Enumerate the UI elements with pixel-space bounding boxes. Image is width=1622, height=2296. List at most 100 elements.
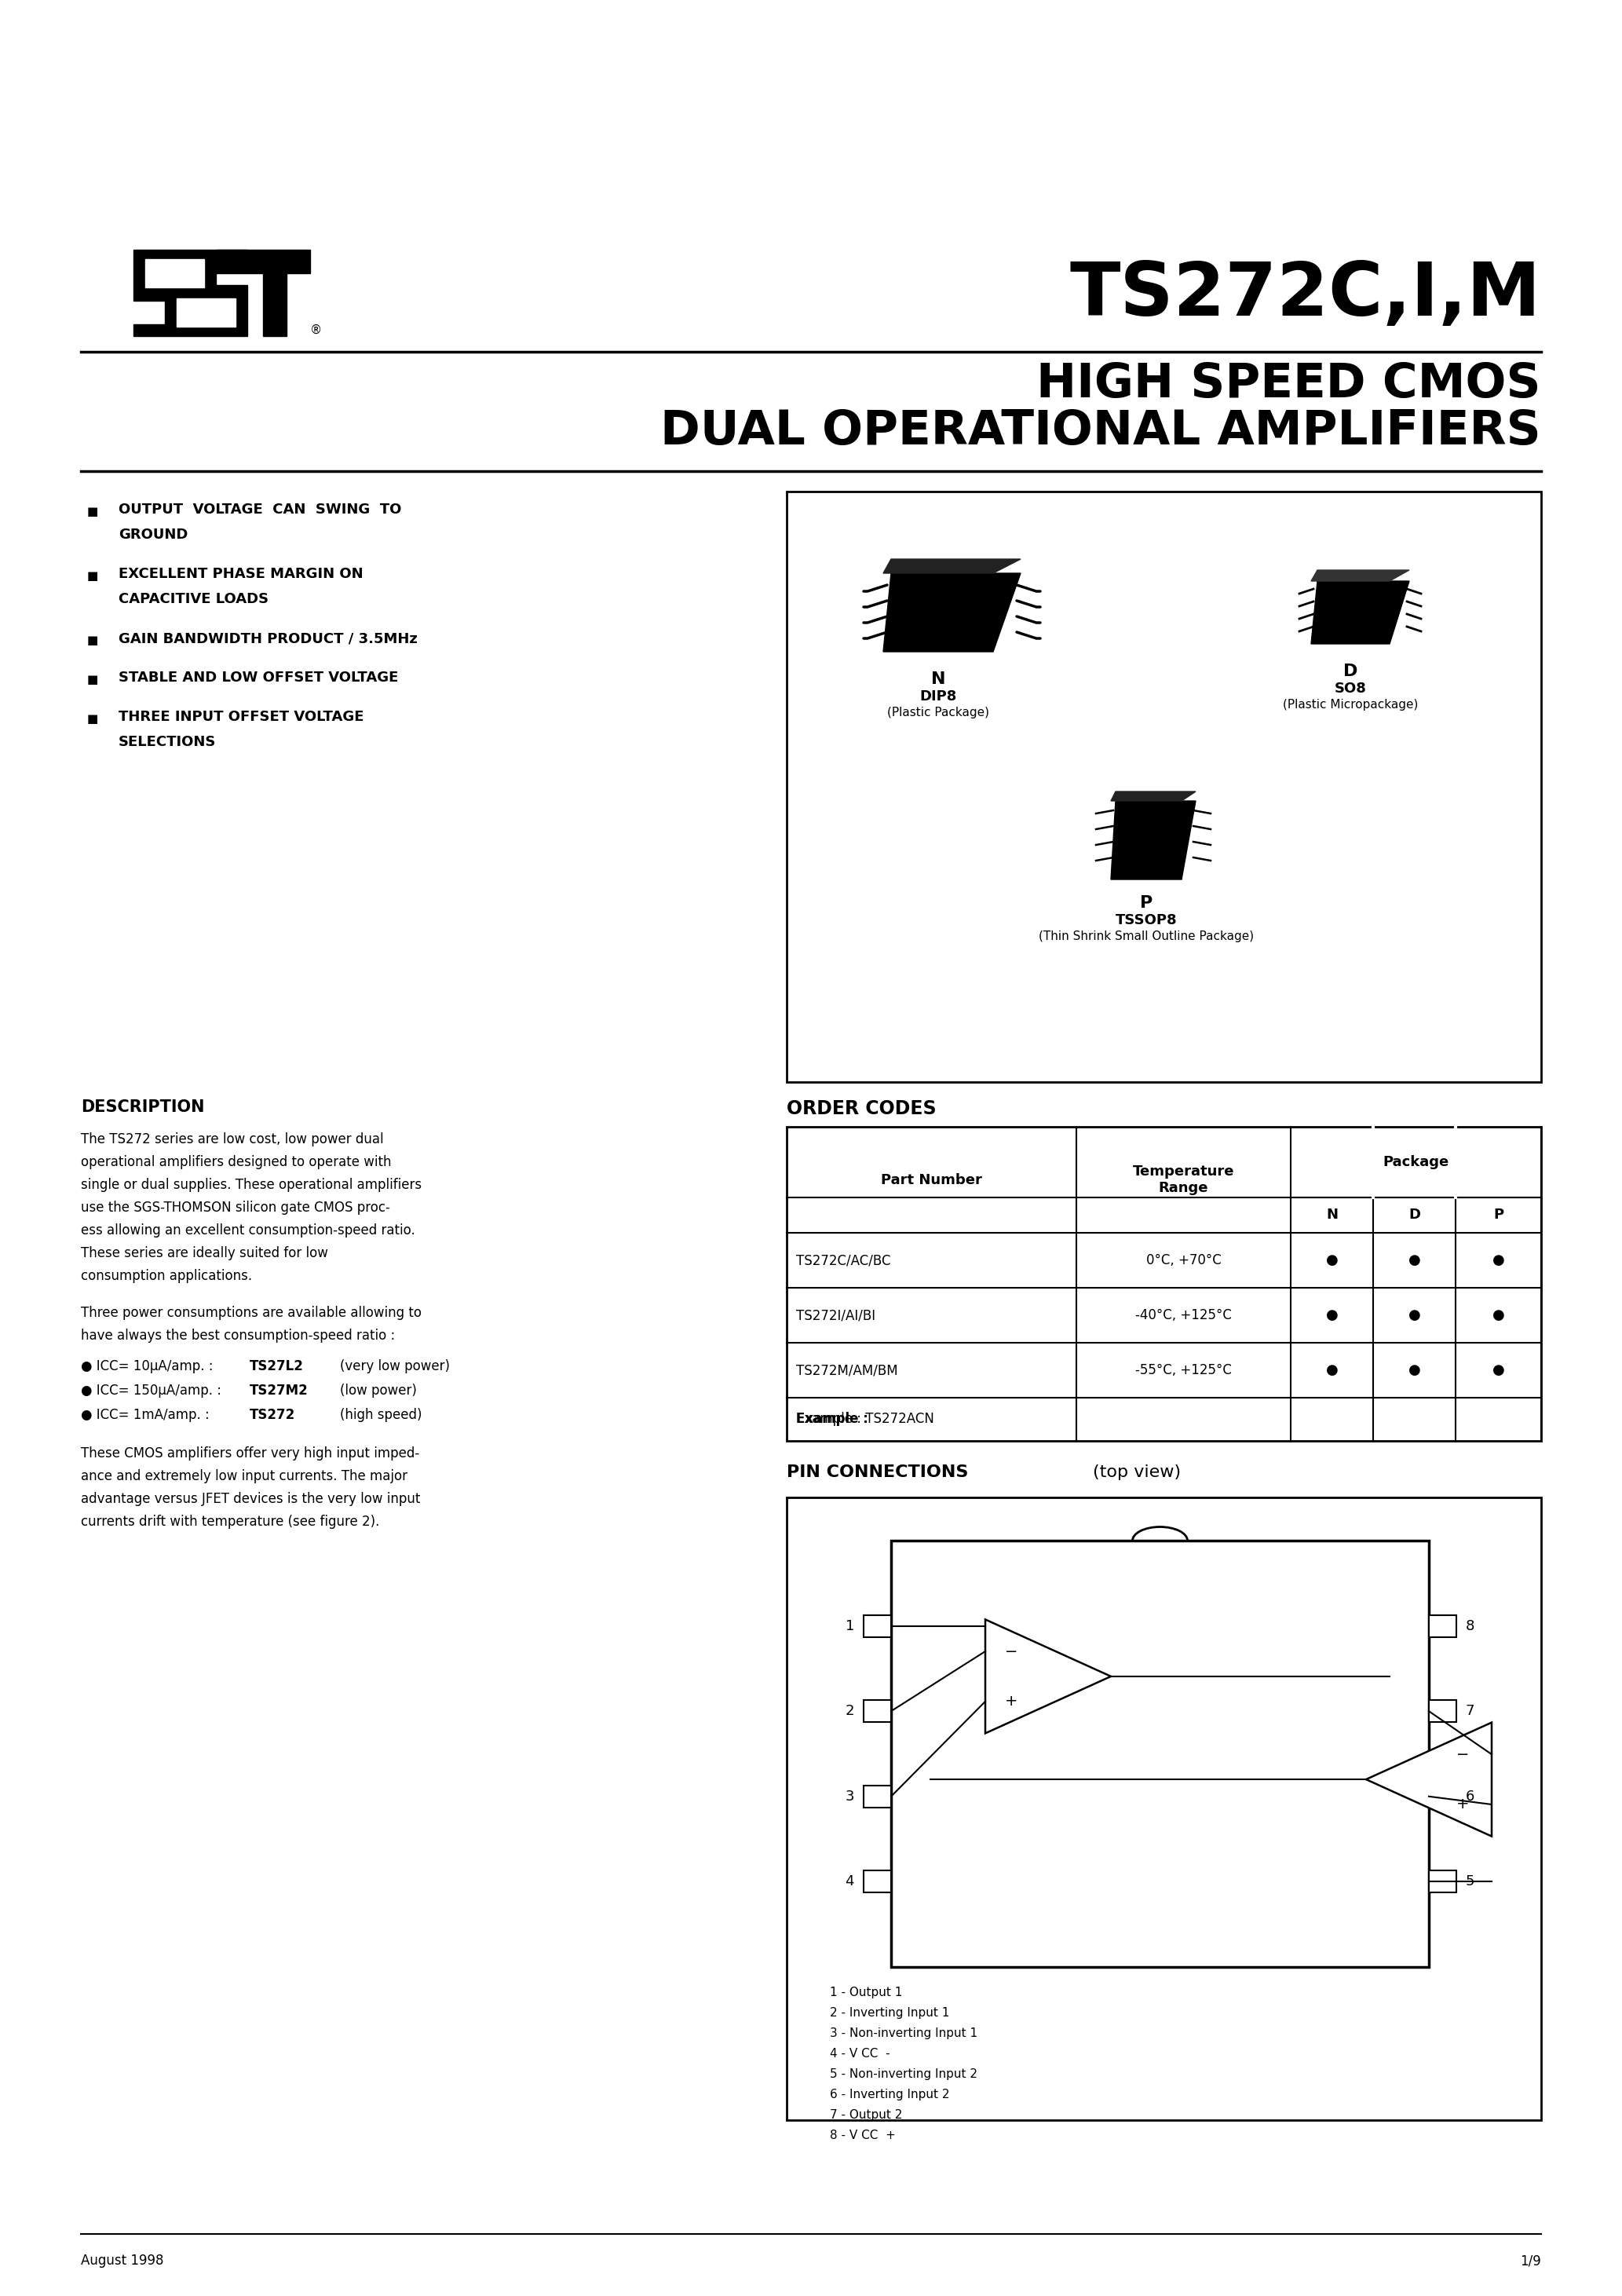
Text: CAPACITIVE LOADS: CAPACITIVE LOADS (118, 592, 269, 606)
Text: Example :: Example : (796, 1412, 868, 1426)
Bar (890, 1541, 1429, 1968)
Text: N: N (1327, 1208, 1338, 1221)
Text: 4 - V CC  -: 4 - V CC - (830, 2048, 890, 2060)
Text: D: D (1408, 1208, 1421, 1221)
Text: currents drift with temperature (see figure 2).: currents drift with temperature (see fig… (81, 1515, 380, 1529)
Text: have always the best consumption-speed ratio :: have always the best consumption-speed r… (81, 1329, 396, 1343)
Text: STABLE AND LOW OFFSET VOLTAGE: STABLE AND LOW OFFSET VOLTAGE (118, 670, 399, 684)
Text: GAIN BANDWIDTH PRODUCT / 3.5MHz: GAIN BANDWIDTH PRODUCT / 3.5MHz (118, 631, 417, 645)
Text: These series are ideally suited for low: These series are ideally suited for low (81, 1247, 328, 1261)
Text: D: D (1343, 664, 1358, 680)
Bar (863, 1699, 890, 1722)
Text: PIN CONNECTIONS: PIN CONNECTIONS (787, 1465, 968, 1481)
Polygon shape (146, 259, 204, 287)
Text: ORDER CODES: ORDER CODES (787, 1100, 936, 1118)
Text: ●: ● (1408, 1254, 1421, 1267)
Text: TS27L2: TS27L2 (250, 1359, 303, 1373)
Text: 8 - V CC  +: 8 - V CC + (830, 2128, 895, 2142)
Text: +: + (1006, 1694, 1019, 1708)
Text: P: P (1494, 1208, 1504, 1221)
Bar (1429, 1786, 1457, 1807)
Text: TSSOP8: TSSOP8 (1116, 914, 1178, 928)
Bar (863, 1871, 890, 1892)
Text: 1 - Output 1: 1 - Output 1 (830, 1986, 902, 1998)
Text: (top view): (top view) (1093, 1465, 1181, 1481)
Text: single or dual supplies. These operational amplifiers: single or dual supplies. These operation… (81, 1178, 422, 1192)
Text: Temperature
Range: Temperature Range (1132, 1164, 1234, 1194)
Polygon shape (884, 560, 1020, 574)
Text: 1: 1 (845, 1619, 855, 1632)
Text: operational amplifiers designed to operate with: operational amplifiers designed to opera… (81, 1155, 391, 1169)
Text: 7 - Output 2: 7 - Output 2 (830, 2110, 902, 2122)
Text: TS272I/AI/BI: TS272I/AI/BI (796, 1309, 876, 1322)
Text: ● ICC= 1mA/amp. :: ● ICC= 1mA/amp. : (81, 1407, 209, 1421)
Bar (787, 491, 1541, 1081)
Text: ●: ● (1325, 1364, 1338, 1378)
Text: TS272M/AM/BM: TS272M/AM/BM (796, 1364, 899, 1378)
Polygon shape (1111, 801, 1195, 879)
Bar (863, 1786, 890, 1807)
Bar (1429, 1871, 1457, 1892)
Text: advantage versus JFET devices is the very low input: advantage versus JFET devices is the ver… (81, 1492, 420, 1506)
Text: TS272: TS272 (250, 1407, 295, 1421)
Text: (low power): (low power) (341, 1384, 417, 1398)
Text: SELECTIONS: SELECTIONS (118, 735, 216, 748)
Text: The TS272 series are low cost, low power dual: The TS272 series are low cost, low power… (81, 1132, 384, 1146)
Text: TS272C,I,M: TS272C,I,M (1071, 259, 1541, 331)
Text: 5 - Non-inverting Input 2: 5 - Non-inverting Input 2 (830, 2069, 978, 2080)
Text: SO8: SO8 (1335, 682, 1366, 696)
Text: 5: 5 (1466, 1874, 1474, 1890)
Text: ●: ● (1325, 1254, 1338, 1267)
Text: ■: ■ (88, 569, 99, 581)
Text: ●: ● (1325, 1309, 1338, 1322)
Text: ance and extremely low input currents. The major: ance and extremely low input currents. T… (81, 1469, 407, 1483)
Text: Part Number: Part Number (881, 1173, 981, 1187)
Text: 8: 8 (1466, 1619, 1474, 1632)
Text: ●: ● (1408, 1309, 1421, 1322)
Text: 2 - Inverting Input 1: 2 - Inverting Input 1 (830, 2007, 949, 2018)
Text: Example : TS272ACN: Example : TS272ACN (796, 1412, 934, 1426)
Text: ●: ● (1492, 1254, 1505, 1267)
Text: 1/9: 1/9 (1520, 2255, 1541, 2268)
Text: TS272C/AC/BC: TS272C/AC/BC (796, 1254, 890, 1267)
Text: -55°C, +125°C: -55°C, +125°C (1135, 1364, 1231, 1378)
Polygon shape (1366, 1722, 1492, 1837)
Text: HIGH SPEED CMOS: HIGH SPEED CMOS (1036, 360, 1541, 406)
Text: ■: ■ (88, 673, 99, 687)
Bar (863, 1614, 890, 1637)
Text: DIP8: DIP8 (920, 689, 957, 703)
Text: (Thin Shrink Small Outline Package): (Thin Shrink Small Outline Package) (1038, 930, 1254, 941)
Text: 6: 6 (1466, 1789, 1474, 1802)
Text: use the SGS-THOMSON silicon gate CMOS proc-: use the SGS-THOMSON silicon gate CMOS pr… (81, 1201, 391, 1215)
Text: -40°C, +125°C: -40°C, +125°C (1135, 1309, 1231, 1322)
Text: (Plastic Micropackage): (Plastic Micropackage) (1283, 698, 1418, 712)
Text: THREE INPUT OFFSET VOLTAGE: THREE INPUT OFFSET VOLTAGE (118, 709, 363, 723)
Text: ■: ■ (88, 714, 99, 726)
Polygon shape (884, 574, 1020, 652)
Text: ●: ● (1492, 1309, 1505, 1322)
Text: GROUND: GROUND (118, 528, 188, 542)
Text: Three power consumptions are available allowing to: Three power consumptions are available a… (81, 1306, 422, 1320)
Text: N: N (931, 670, 946, 687)
Text: −: − (1457, 1747, 1470, 1761)
Text: ●: ● (1492, 1364, 1505, 1378)
Text: DESCRIPTION: DESCRIPTION (81, 1100, 204, 1116)
Text: (very low power): (very low power) (341, 1359, 449, 1373)
Text: ■: ■ (88, 634, 99, 645)
Text: Package: Package (1384, 1155, 1448, 1169)
Text: DUAL OPERATIONAL AMPLIFIERS: DUAL OPERATIONAL AMPLIFIERS (660, 409, 1541, 455)
Polygon shape (1111, 792, 1195, 801)
Text: ● ICC= 150μA/amp. :: ● ICC= 150μA/amp. : (81, 1384, 221, 1398)
Text: +: + (1457, 1798, 1470, 1812)
Bar (1429, 1614, 1457, 1637)
Text: 6 - Inverting Input 2: 6 - Inverting Input 2 (830, 2089, 949, 2101)
Text: ● ICC= 10μA/amp. :: ● ICC= 10μA/amp. : (81, 1359, 212, 1373)
Polygon shape (133, 250, 247, 335)
Polygon shape (216, 250, 310, 335)
Text: ®: ® (310, 324, 323, 335)
Bar (787, 1127, 1541, 1442)
Text: 0°C, +70°C: 0°C, +70°C (1145, 1254, 1221, 1267)
Text: These CMOS amplifiers offer very high input imped-: These CMOS amplifiers offer very high in… (81, 1446, 420, 1460)
Text: OUTPUT  VOLTAGE  CAN  SWING  TO: OUTPUT VOLTAGE CAN SWING TO (118, 503, 402, 517)
Text: August 1998: August 1998 (81, 2255, 164, 2268)
